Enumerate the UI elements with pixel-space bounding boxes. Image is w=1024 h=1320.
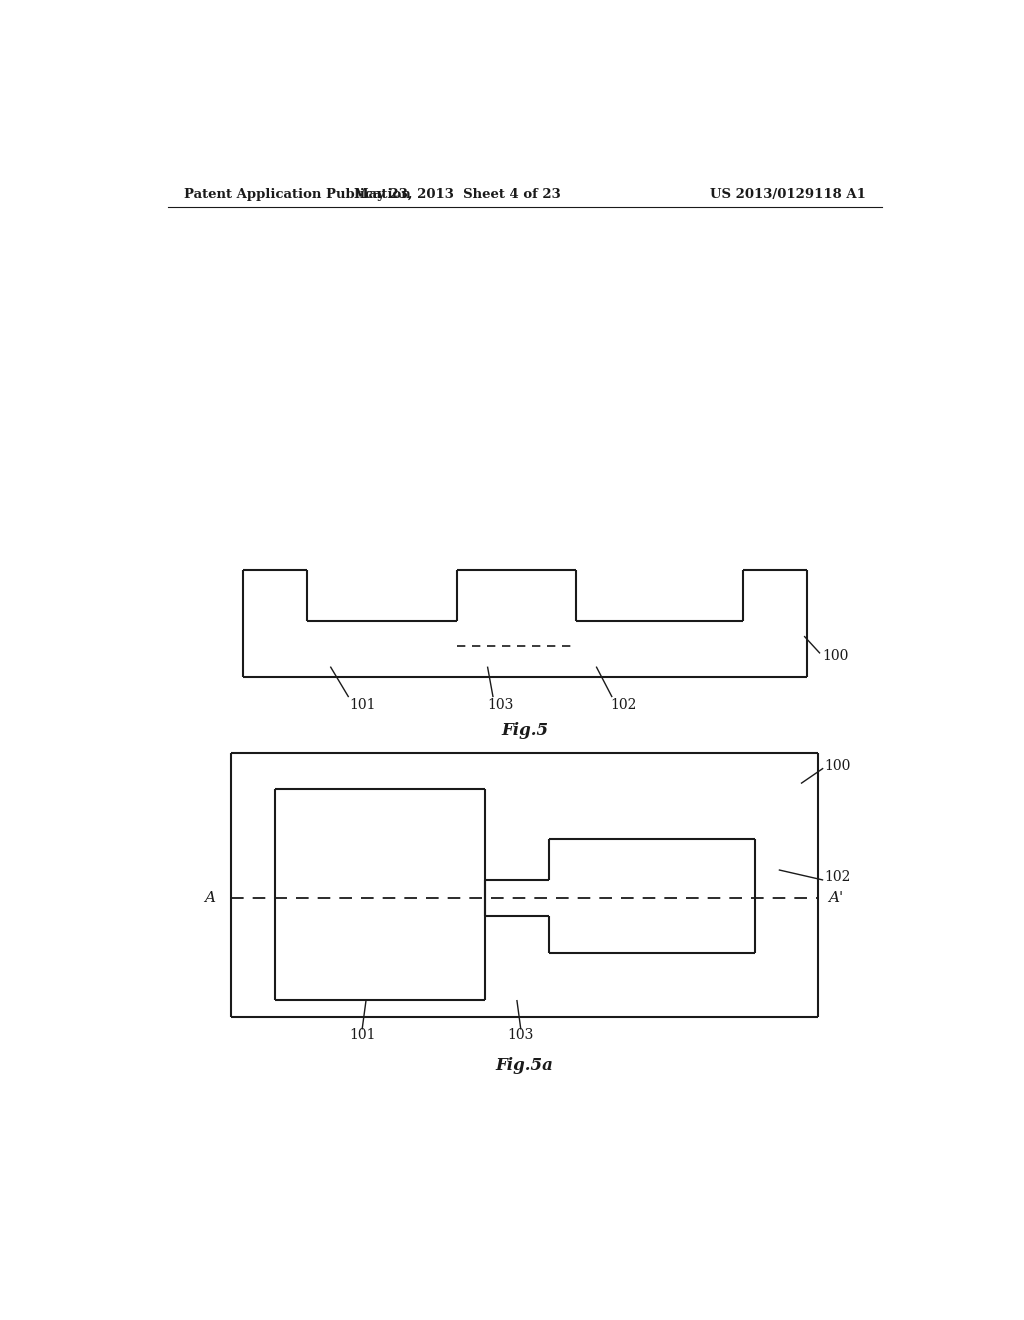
Text: US 2013/0129118 A1: US 2013/0129118 A1 bbox=[711, 189, 866, 202]
Text: 103: 103 bbox=[508, 1027, 535, 1041]
Text: 102: 102 bbox=[824, 870, 851, 884]
Text: Patent Application Publication: Patent Application Publication bbox=[183, 189, 411, 202]
Text: A: A bbox=[205, 891, 215, 906]
Text: Fig.5: Fig.5 bbox=[501, 722, 549, 739]
Text: Fig.5a: Fig.5a bbox=[496, 1056, 554, 1073]
Text: 100: 100 bbox=[824, 759, 851, 774]
Text: A': A' bbox=[828, 891, 843, 906]
Text: 103: 103 bbox=[487, 698, 514, 713]
Text: May 23, 2013  Sheet 4 of 23: May 23, 2013 Sheet 4 of 23 bbox=[354, 189, 561, 202]
Text: 100: 100 bbox=[822, 649, 849, 664]
Text: 101: 101 bbox=[349, 698, 376, 713]
Text: 101: 101 bbox=[349, 1027, 376, 1041]
Text: 102: 102 bbox=[610, 698, 637, 713]
